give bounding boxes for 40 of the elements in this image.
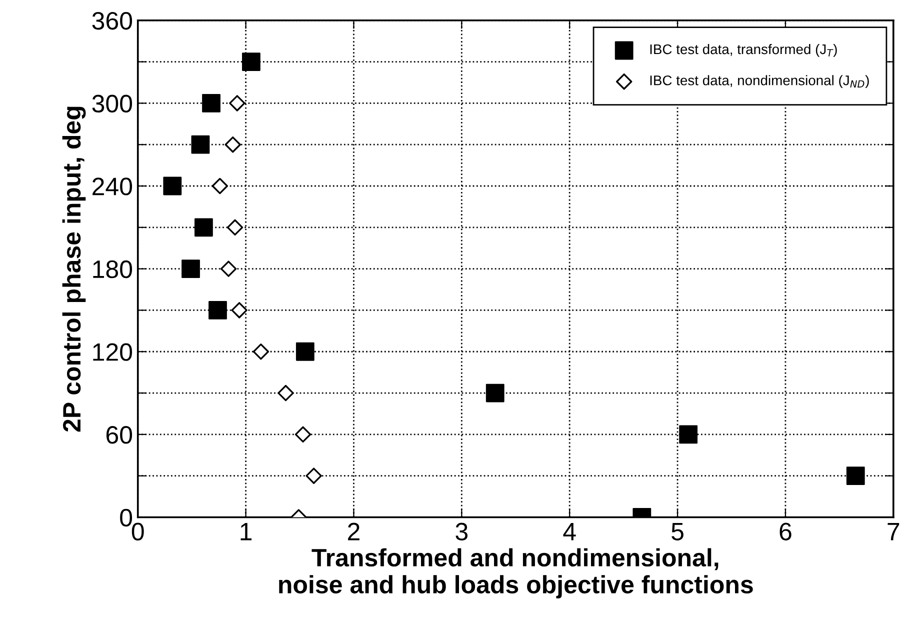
point <box>208 301 227 320</box>
y-tick-label: 0 <box>120 508 132 527</box>
point <box>163 176 182 196</box>
point <box>486 384 504 402</box>
x-tick-label: 0 <box>132 522 144 540</box>
point <box>224 136 241 153</box>
x-tick-label: 4 <box>563 523 576 540</box>
y-tick-label: 180 <box>93 260 132 278</box>
point <box>306 468 322 484</box>
y-tick-label: 240 <box>92 178 132 196</box>
point <box>679 425 698 444</box>
x-axis-title: Transformed and nondimensional, noise and hub loads objective functions <box>279 548 753 598</box>
point <box>242 52 260 71</box>
point <box>278 384 294 402</box>
point <box>191 135 210 154</box>
point <box>182 260 200 278</box>
legend-label: IBC test data, transformed (J$_{T}$) <box>650 44 837 57</box>
legend-label: IBC test data, nondimensional (J$_{ND}$) <box>650 75 869 88</box>
y-tick-label: 300 <box>92 94 132 112</box>
y-axis-title: 2P control phase input, deg <box>62 106 86 432</box>
point <box>220 260 237 277</box>
point <box>296 342 314 361</box>
x-tick-label: 3 <box>456 522 468 540</box>
point <box>231 302 248 318</box>
y-tick-label: 60 <box>106 426 132 444</box>
point <box>229 95 246 112</box>
point <box>226 219 244 236</box>
point <box>294 426 312 443</box>
point <box>846 466 865 486</box>
point <box>202 94 220 112</box>
x-tick-label: 5 <box>672 523 684 540</box>
y-tick-label: 120 <box>93 343 132 361</box>
point <box>252 344 270 360</box>
x-tick-label: 6 <box>780 522 792 540</box>
x-tick-label: 7 <box>888 523 900 540</box>
point <box>212 178 228 194</box>
x-tick-label: 2 <box>348 522 360 540</box>
point <box>194 218 213 237</box>
y-tick-label: 360 <box>92 12 132 30</box>
x-tick-label: 1 <box>240 523 252 540</box>
